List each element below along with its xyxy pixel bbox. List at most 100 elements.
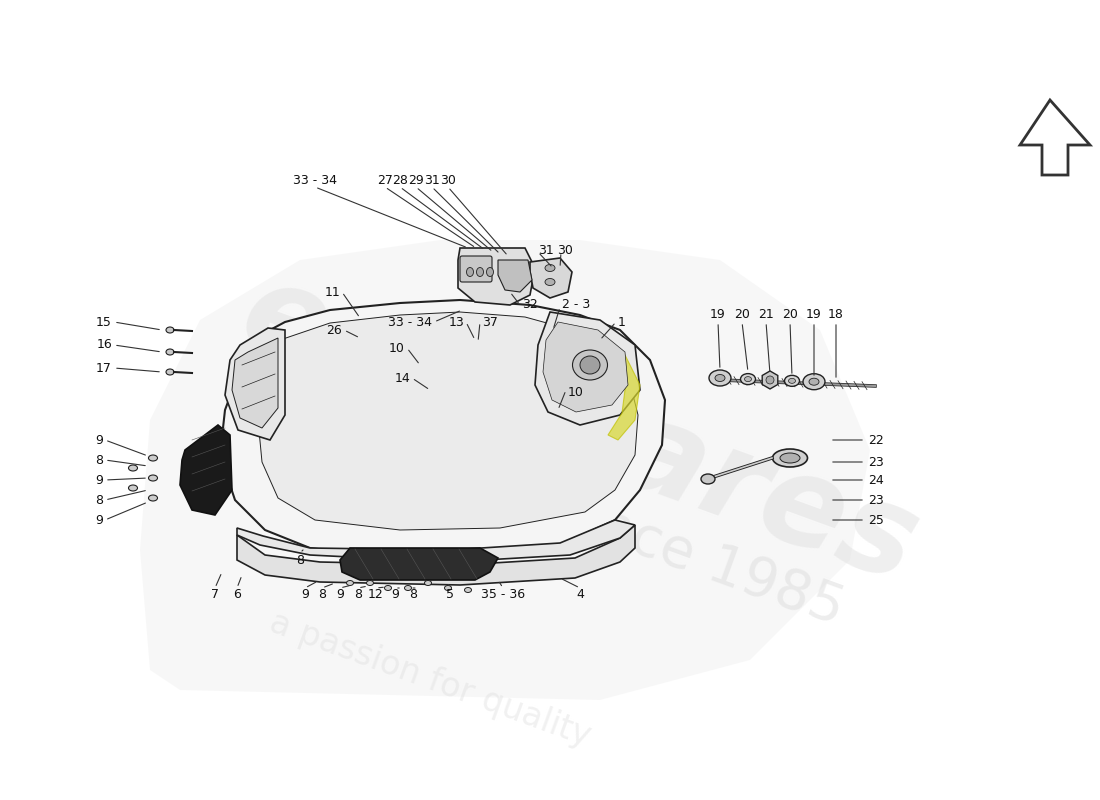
Ellipse shape <box>710 370 732 386</box>
Polygon shape <box>220 300 666 558</box>
Text: 19: 19 <box>806 309 822 322</box>
Text: 18: 18 <box>828 309 844 322</box>
Text: 9: 9 <box>95 434 103 446</box>
Polygon shape <box>232 338 278 428</box>
Text: 35 - 36: 35 - 36 <box>481 589 525 602</box>
Text: 9: 9 <box>392 589 399 602</box>
Ellipse shape <box>129 485 138 491</box>
Ellipse shape <box>464 587 472 593</box>
Ellipse shape <box>766 376 774 384</box>
Text: 33 - 34: 33 - 34 <box>388 315 432 329</box>
Text: 2 - 3: 2 - 3 <box>562 298 591 310</box>
Text: 10: 10 <box>389 342 405 354</box>
Text: 9: 9 <box>95 514 103 526</box>
Polygon shape <box>590 340 640 440</box>
Ellipse shape <box>444 586 451 590</box>
Text: 31: 31 <box>425 174 440 186</box>
Text: 8: 8 <box>354 589 362 602</box>
Polygon shape <box>226 328 285 440</box>
Ellipse shape <box>803 374 825 390</box>
Text: 29: 29 <box>408 174 424 186</box>
Ellipse shape <box>486 267 494 277</box>
Ellipse shape <box>148 495 157 501</box>
Ellipse shape <box>740 374 756 385</box>
Text: a passion for quality: a passion for quality <box>265 606 595 754</box>
Text: 30: 30 <box>440 174 455 186</box>
Text: 8: 8 <box>95 494 103 506</box>
Text: 30: 30 <box>557 243 573 257</box>
Ellipse shape <box>780 453 800 463</box>
Text: 11: 11 <box>324 286 340 298</box>
Text: 5: 5 <box>446 589 454 602</box>
Text: since 1985: since 1985 <box>549 483 851 637</box>
Text: 19: 19 <box>711 309 726 322</box>
Text: 8: 8 <box>318 589 326 602</box>
Text: 23: 23 <box>868 455 883 469</box>
Text: 25: 25 <box>868 514 884 526</box>
Polygon shape <box>236 525 635 585</box>
Text: 8: 8 <box>296 554 304 566</box>
Text: 16: 16 <box>97 338 112 351</box>
Polygon shape <box>236 520 635 562</box>
Ellipse shape <box>544 265 556 271</box>
Text: 9: 9 <box>337 589 344 602</box>
Text: 21: 21 <box>758 309 774 322</box>
Ellipse shape <box>580 356 600 374</box>
Polygon shape <box>458 248 535 305</box>
Ellipse shape <box>129 465 138 471</box>
Text: 24: 24 <box>868 474 883 486</box>
Text: 27: 27 <box>377 174 393 186</box>
Polygon shape <box>498 260 532 292</box>
Polygon shape <box>530 258 572 298</box>
Polygon shape <box>180 425 232 515</box>
Polygon shape <box>543 322 628 412</box>
Text: 4: 4 <box>576 589 584 602</box>
Ellipse shape <box>166 327 174 333</box>
Text: 14: 14 <box>394 371 410 385</box>
Text: 23: 23 <box>868 494 883 506</box>
Text: 9: 9 <box>95 474 103 486</box>
Polygon shape <box>340 548 498 580</box>
Polygon shape <box>140 240 870 700</box>
Polygon shape <box>535 312 640 425</box>
Text: 20: 20 <box>734 309 750 322</box>
Text: 22: 22 <box>868 434 883 446</box>
Ellipse shape <box>425 581 431 586</box>
Ellipse shape <box>148 475 157 481</box>
Text: 37: 37 <box>482 315 498 329</box>
Text: 17: 17 <box>96 362 112 374</box>
Ellipse shape <box>784 375 800 386</box>
Polygon shape <box>1020 100 1090 175</box>
Text: 13: 13 <box>449 315 464 329</box>
Polygon shape <box>258 312 638 530</box>
Ellipse shape <box>789 378 795 383</box>
Ellipse shape <box>148 455 157 461</box>
Ellipse shape <box>572 350 607 380</box>
Ellipse shape <box>385 586 392 590</box>
Ellipse shape <box>715 374 725 382</box>
Ellipse shape <box>544 278 556 286</box>
Text: 10: 10 <box>568 386 584 398</box>
Text: 1: 1 <box>618 315 626 329</box>
Text: 8: 8 <box>95 454 103 466</box>
Text: 8: 8 <box>409 589 417 602</box>
Ellipse shape <box>476 267 484 277</box>
Text: 15: 15 <box>96 315 112 329</box>
Ellipse shape <box>366 581 374 586</box>
Text: 6: 6 <box>233 589 241 602</box>
Ellipse shape <box>166 349 174 355</box>
Ellipse shape <box>808 378 820 386</box>
Text: 28: 28 <box>392 174 408 186</box>
Text: euroPares: euroPares <box>226 252 934 608</box>
Text: 32: 32 <box>522 298 538 311</box>
Text: 20: 20 <box>782 309 797 322</box>
Ellipse shape <box>346 581 353 586</box>
FancyBboxPatch shape <box>460 256 492 282</box>
Text: 26: 26 <box>327 323 342 337</box>
Ellipse shape <box>745 377 751 382</box>
Ellipse shape <box>701 474 715 484</box>
Text: 12: 12 <box>368 589 384 602</box>
Text: 31: 31 <box>538 243 553 257</box>
Text: 9: 9 <box>301 589 309 602</box>
Text: 33 - 34: 33 - 34 <box>293 174 337 186</box>
